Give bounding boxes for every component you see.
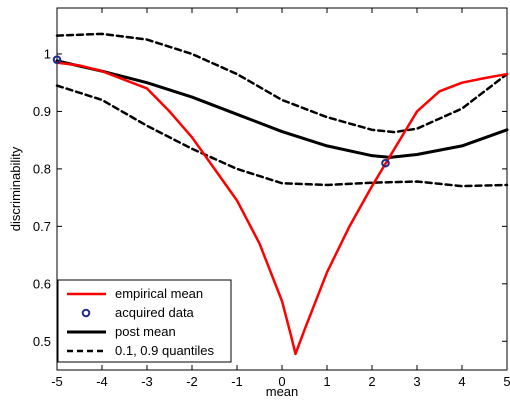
x-axis-ticks: -5 -4 -3 -2 -1 0 1 2 3 4 5 <box>51 8 510 389</box>
y-axis-ticks: 0.5 0.6 0.7 0.8 0.9 1 <box>33 46 507 349</box>
legend: empirical mean acquired data post mean 0… <box>57 279 232 363</box>
legend-label-quantiles: 0.1, 0.9 quantiles <box>115 343 215 358</box>
x-tick-label: 2 <box>368 374 375 389</box>
x-tick-label: 3 <box>413 374 420 389</box>
acquired-data-point <box>52 55 62 65</box>
x-tick-label: -1 <box>231 374 243 389</box>
x-tick-label: 0 <box>278 374 285 389</box>
quantile-line <box>55 84 509 188</box>
quantile-line <box>55 32 509 134</box>
post-mean-line <box>55 59 509 159</box>
legend-swatch-acquired-data <box>81 308 91 318</box>
y-tick-label: 0.7 <box>33 219 51 234</box>
x-tick-label: 1 <box>323 374 330 389</box>
legend-label-post-mean: post mean <box>115 324 176 339</box>
x-tick-label: -4 <box>96 374 108 389</box>
x-tick-label: -5 <box>51 374 63 389</box>
acquired-data-point <box>381 158 390 168</box>
x-tick-label: 5 <box>503 374 510 389</box>
y-tick-label: 0.9 <box>33 104 51 119</box>
series-layer <box>52 32 509 356</box>
legend-label-empirical-mean: empirical mean <box>115 286 203 301</box>
x-axis-label: mean <box>266 384 299 399</box>
x-tick-label: -3 <box>141 374 153 389</box>
y-tick-label: 0.8 <box>33 161 51 176</box>
x-tick-label: -2 <box>186 374 198 389</box>
y-tick-label: 1 <box>44 46 51 61</box>
x-tick-label: 4 <box>458 374 465 389</box>
legend-label-acquired-data: acquired data <box>115 305 195 320</box>
y-axis-label: discriminability <box>8 146 23 231</box>
y-tick-label: 0.5 <box>33 334 51 349</box>
y-tick-label: 0.6 <box>33 276 51 291</box>
empirical-mean-line <box>55 61 509 356</box>
